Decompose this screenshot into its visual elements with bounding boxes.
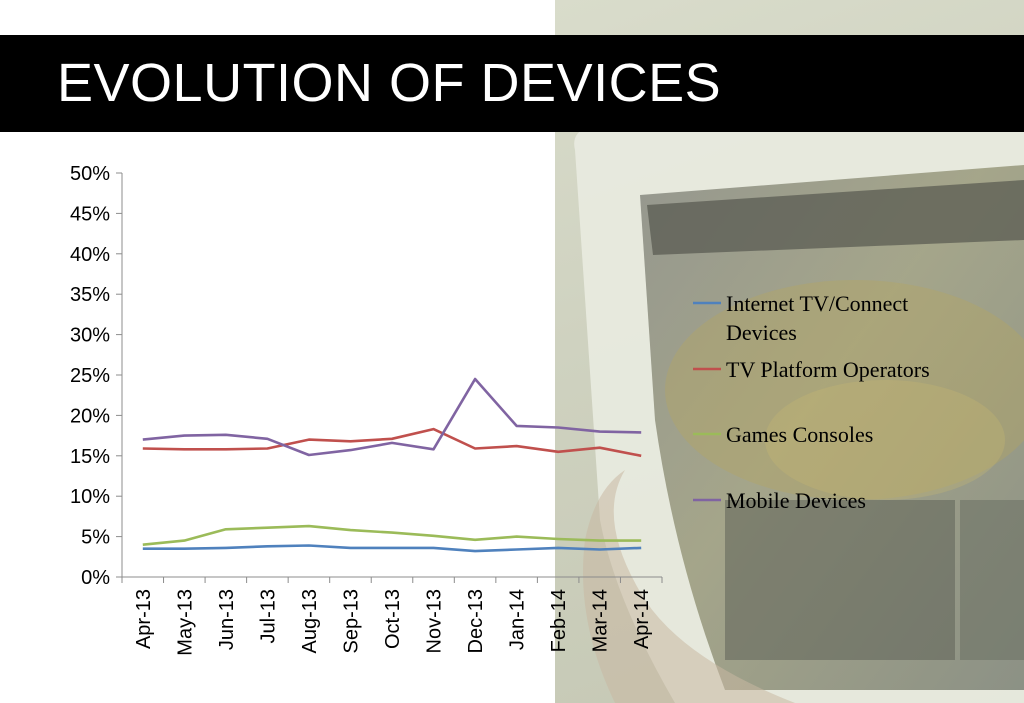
x-tick-label: Mar-14 xyxy=(590,589,612,652)
title-bar: EVOLUTION OF DEVICES xyxy=(0,35,1024,132)
x-tick-label: Jun-13 xyxy=(216,589,238,650)
legend-label: Internet TV/Connect xyxy=(726,291,908,316)
x-tick-label: Nov-13 xyxy=(424,589,446,653)
series-line-mobile-devices xyxy=(142,377,642,457)
y-tick-label: 20% xyxy=(70,405,110,427)
y-tick-label: 10% xyxy=(70,486,110,508)
y-tick-label: 5% xyxy=(81,527,110,549)
y-tick-label: 45% xyxy=(70,203,110,225)
series-line-internet-tv-connect-devices xyxy=(142,544,642,553)
x-tick-label: Apr-13 xyxy=(133,589,155,649)
x-tick-label: Jul-13 xyxy=(257,589,279,643)
y-axis-tick-labels: 0% 5% 10% 15% 20% 25% 30% 35% 40% 45% 50% xyxy=(70,163,110,589)
y-tick-label: 15% xyxy=(70,446,110,468)
y-tick-label: 0% xyxy=(81,567,110,589)
x-tick-label: May-13 xyxy=(174,589,196,656)
x-tick-label: Apr-14 xyxy=(631,589,653,649)
x-tick-label: Jan-14 xyxy=(507,589,529,650)
chart-axes xyxy=(116,172,663,583)
x-tick-label: Feb-14 xyxy=(548,589,570,652)
series-lines xyxy=(142,377,642,553)
legend-label: Mobile Devices xyxy=(726,488,866,513)
series-line-tv-platform-operators xyxy=(142,427,642,458)
x-tick-label: Dec-13 xyxy=(465,589,487,653)
legend-label: TV Platform Operators xyxy=(726,357,930,382)
legend: Internet TV/Connect Devices TV Platform Op… xyxy=(693,291,930,513)
series-line-games-consoles xyxy=(142,524,642,546)
x-tick-label: Sep-13 xyxy=(340,589,362,654)
x-axis-tick-labels: Apr-13 May-13 Jun-13 Jul-13 Aug-13 Sep-13 Oct-… xyxy=(133,589,653,656)
slide-title: EVOLUTION OF DEVICES xyxy=(57,53,722,113)
y-tick-label: 25% xyxy=(70,365,110,387)
y-tick-label: 40% xyxy=(70,244,110,266)
legend-label-continued: Devices xyxy=(726,320,797,345)
tablet-photo-icon xyxy=(574,110,1024,703)
x-tick-label: Oct-13 xyxy=(382,589,404,649)
x-tick-label: Aug-13 xyxy=(299,589,321,654)
y-tick-label: 30% xyxy=(70,325,110,347)
legend-label: Games Consoles xyxy=(726,422,873,447)
y-tick-label: 35% xyxy=(70,284,110,306)
y-tick-label: 50% xyxy=(70,163,110,185)
